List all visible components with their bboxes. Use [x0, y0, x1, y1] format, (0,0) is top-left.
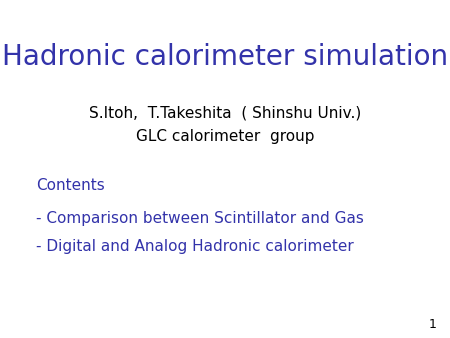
Text: Hadronic calorimeter simulation: Hadronic calorimeter simulation: [2, 44, 448, 71]
Text: S.Itoh,  T.Takeshita  ( Shinshu Univ.)
GLC calorimeter  group: S.Itoh, T.Takeshita ( Shinshu Univ.) GLC…: [89, 106, 361, 144]
Text: - Comparison between Scintillator and Gas: - Comparison between Scintillator and Ga…: [36, 211, 364, 225]
Text: Contents: Contents: [36, 178, 105, 193]
Text: - Digital and Analog Hadronic calorimeter: - Digital and Analog Hadronic calorimete…: [36, 239, 354, 254]
Text: 1: 1: [428, 318, 436, 331]
